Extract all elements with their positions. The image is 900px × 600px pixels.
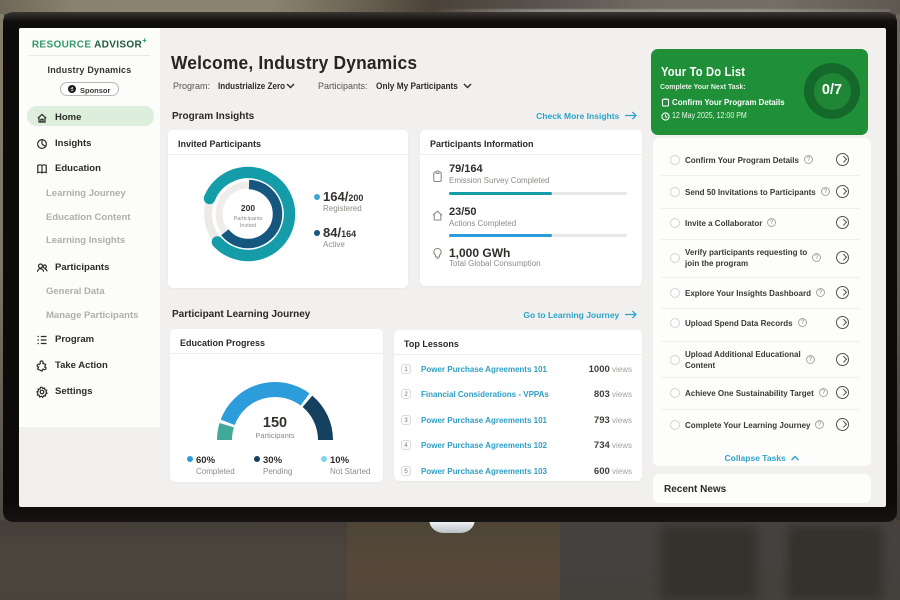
svg-text:Invited: Invited (240, 223, 256, 229)
svg-text:Participants: Participants (234, 216, 263, 222)
svg-text:150: 150 (263, 415, 287, 431)
svg-text:Participants: Participants (255, 431, 294, 440)
svg-text:200: 200 (241, 203, 255, 213)
